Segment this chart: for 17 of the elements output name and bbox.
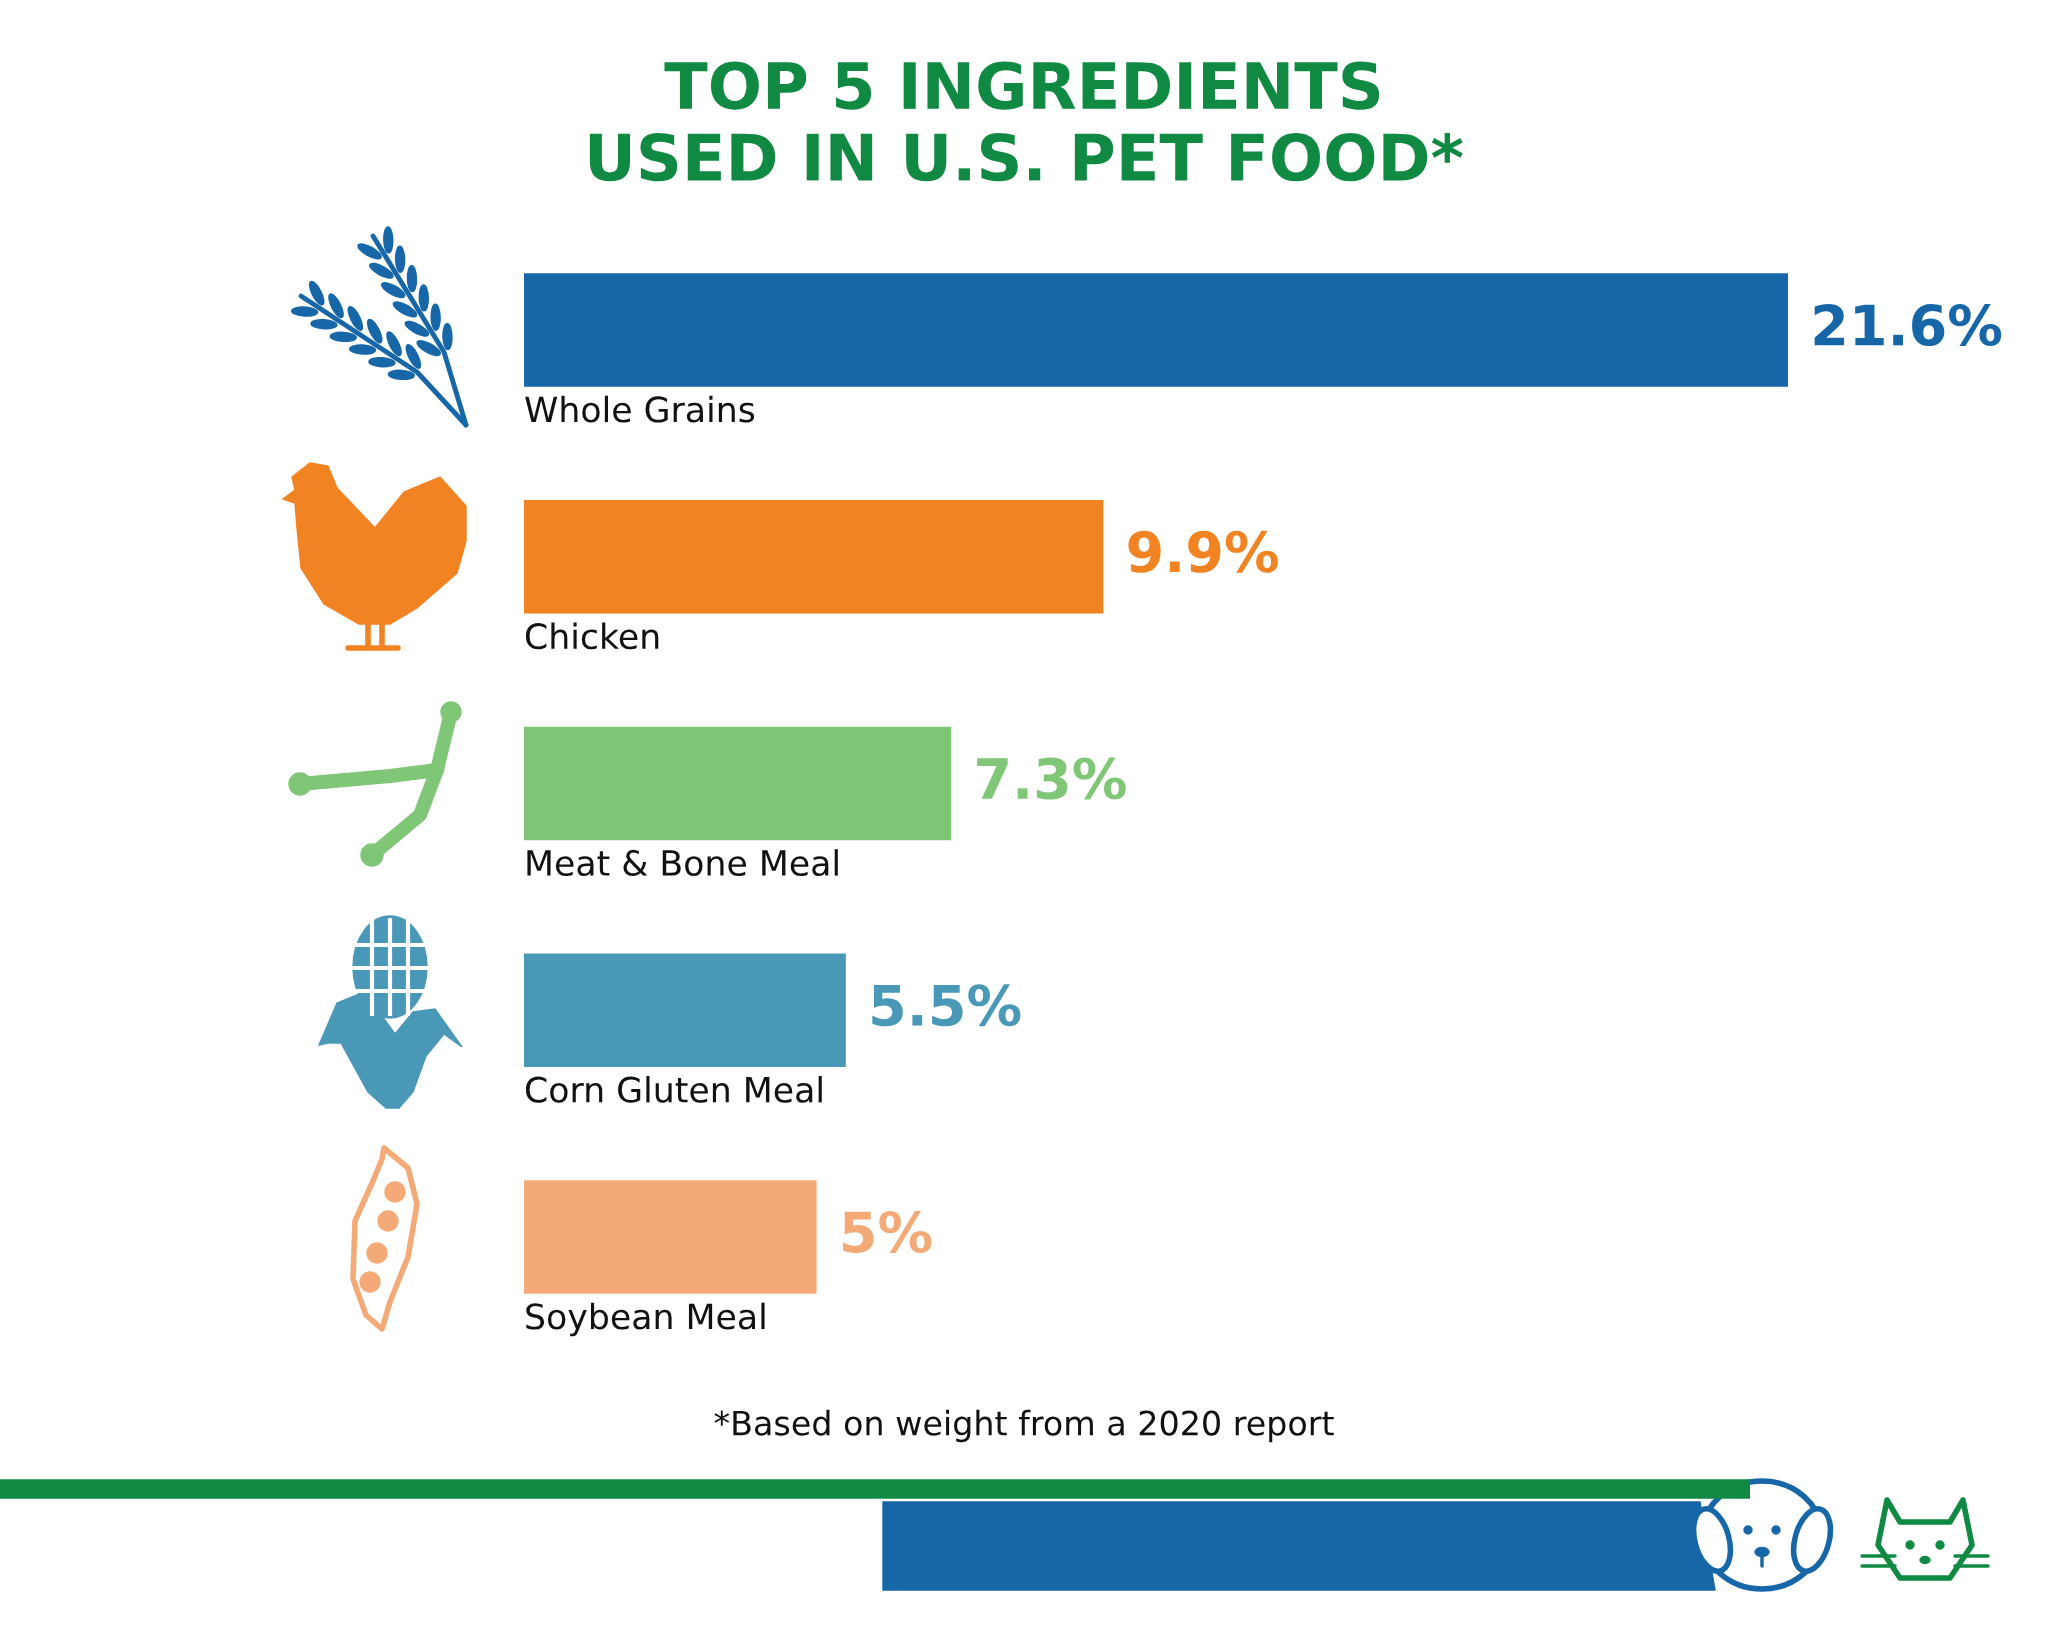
data-label: 7.3% (977, 757, 1126, 800)
data-label: 5% (843, 1211, 932, 1254)
data-label: 9.9% (1128, 530, 1278, 573)
bar (524, 500, 1104, 614)
annotation: *Based on weight from a 2020 report (714, 1409, 1334, 1443)
y-tick-label: Meat & Bone Meal (527, 849, 838, 877)
bar (524, 726, 952, 841)
y-tick-label: Chicken (525, 622, 659, 650)
bar (524, 953, 846, 1067)
chart-title: TOP 5 INGREDIENTS USED IN U.S. PET FOOD* (589, 61, 1463, 182)
data-label: 5.5% (872, 984, 1021, 1027)
y-tick-label: Whole Grains (525, 395, 755, 423)
y-tick-label: Soybean Meal (526, 1302, 765, 1337)
bar (524, 1180, 817, 1294)
y-tick-label: Corn Gluten Meal (525, 1075, 822, 1103)
bar (524, 273, 1788, 387)
data-label: 21.6% (1814, 304, 2002, 347)
